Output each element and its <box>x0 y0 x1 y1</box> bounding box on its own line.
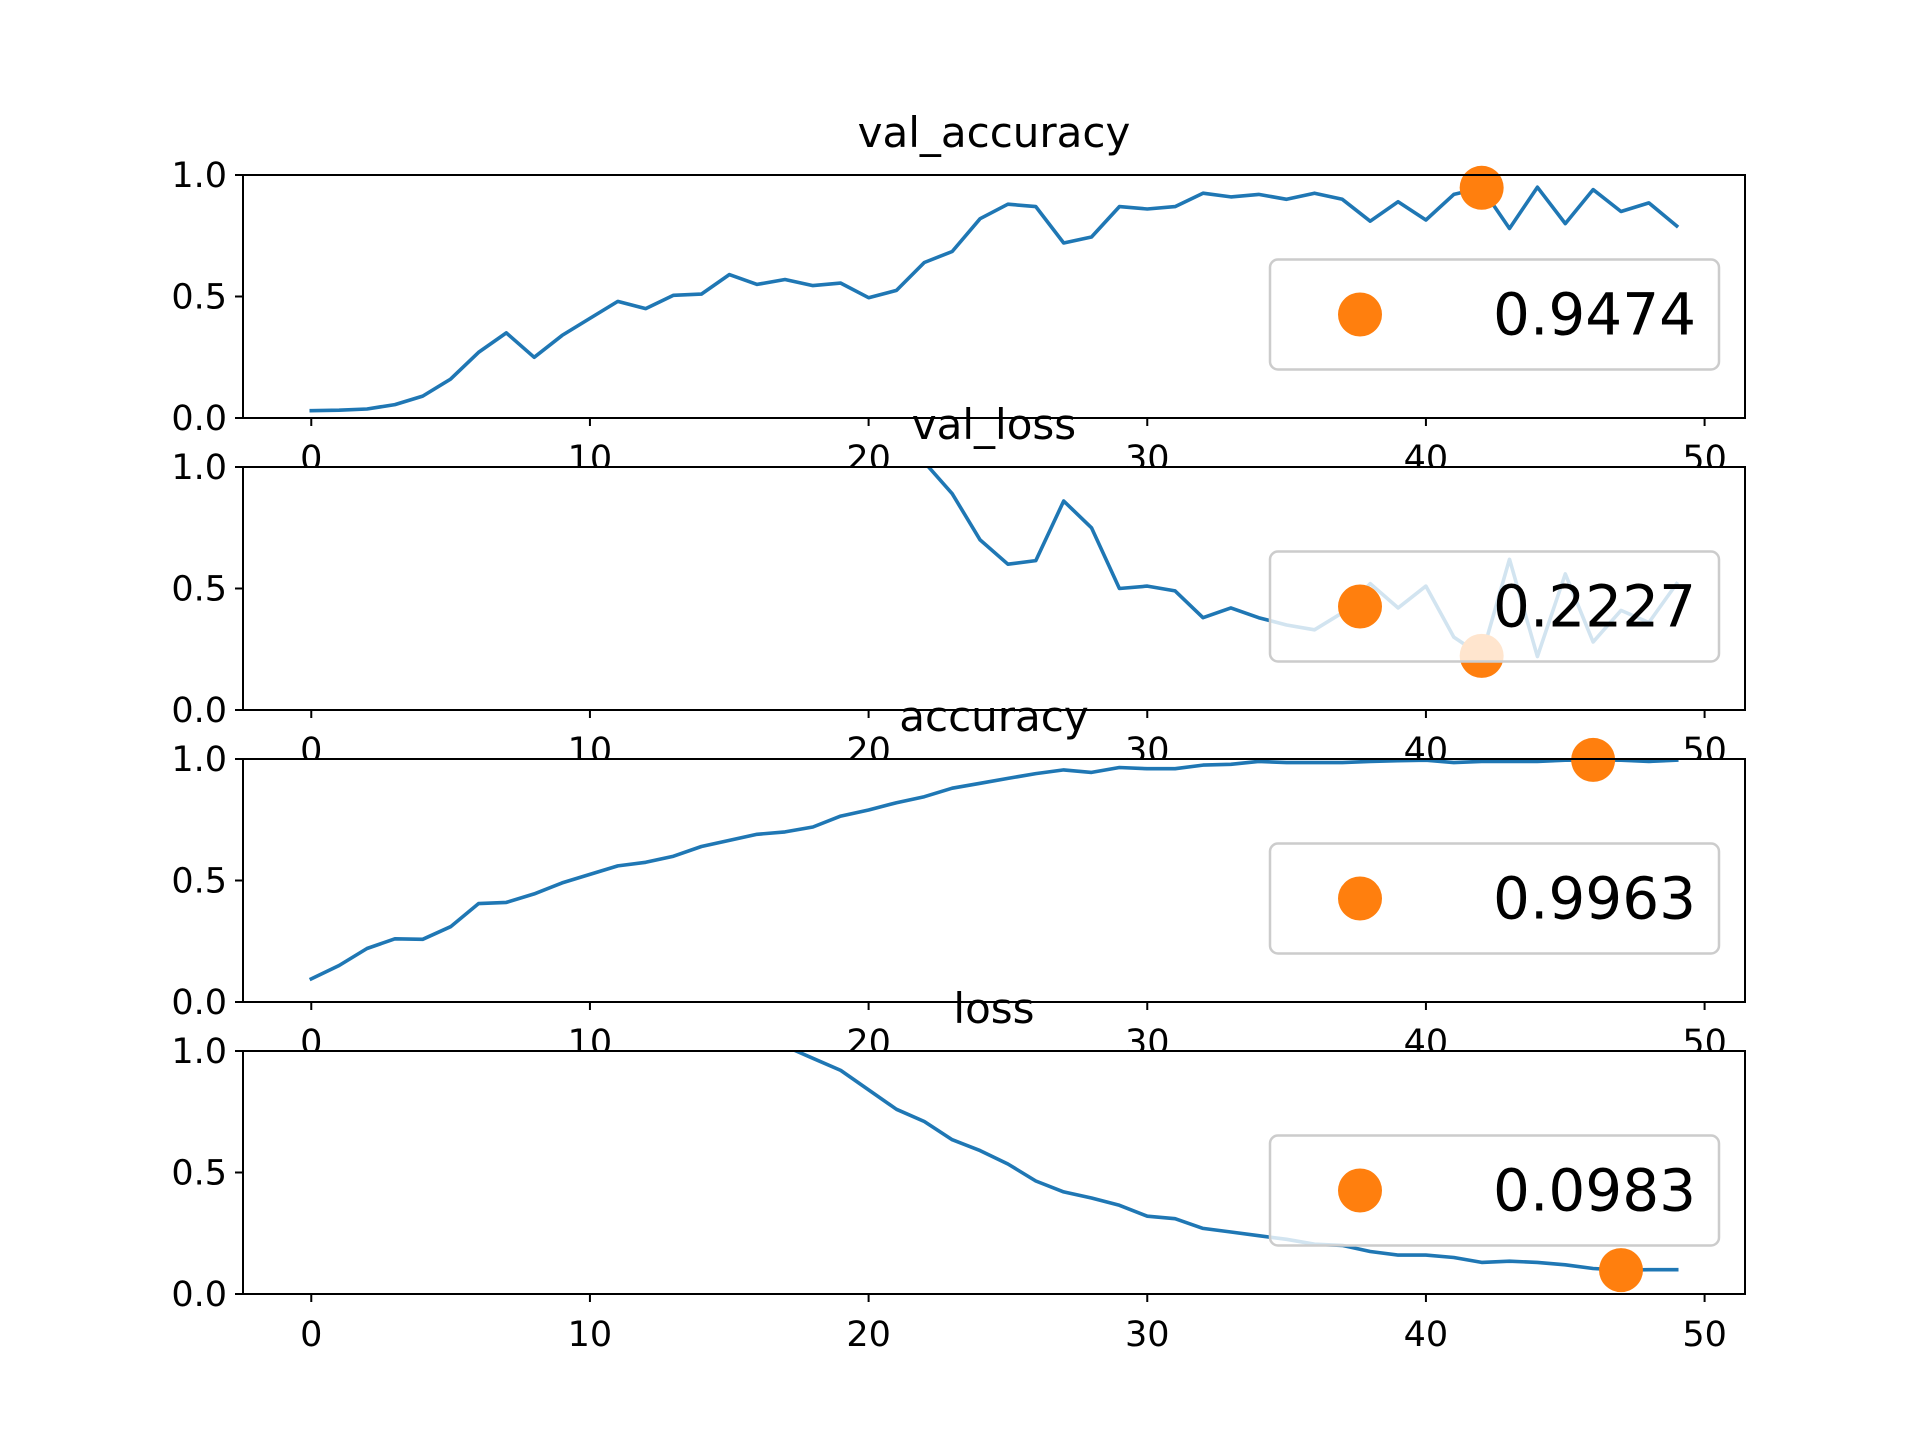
y-tick-label: 0.0 <box>171 1275 227 1315</box>
legend: 0.9474 <box>1268 258 1721 371</box>
series-line <box>791 1051 1679 1272</box>
subplot-title: loss <box>953 984 1034 1033</box>
y-tick-label: 0.5 <box>171 570 227 610</box>
y-tick-label: 1.0 <box>171 448 227 488</box>
legend-box <box>1268 258 1721 371</box>
legend-marker <box>1338 584 1382 629</box>
legend-box <box>1268 842 1721 955</box>
y-tick-label: 1.0 <box>171 1032 227 1072</box>
best-value-marker <box>1459 165 1504 210</box>
subplot-loss: 0.0 0.5 1.0 0 10 20 30 40 50 loss 0.0983 <box>171 984 1746 1355</box>
x-tick-label: 30 <box>1125 1315 1170 1355</box>
y-tick-label: 0.5 <box>171 862 227 902</box>
y-tick-label: 1.0 <box>171 156 227 196</box>
y-tick-label: 0.0 <box>171 399 227 439</box>
legend-marker <box>1338 876 1382 921</box>
best-value-marker <box>1598 1248 1643 1293</box>
y-tick-label: 0.5 <box>171 1154 227 1194</box>
subplot-title: val_accuracy <box>858 108 1131 157</box>
y-tick-label: 0.0 <box>171 691 227 731</box>
y-tick-label: 1.0 <box>171 740 227 780</box>
x-tick-label: 50 <box>1682 1315 1727 1355</box>
y-tick-label: 0.0 <box>171 983 227 1023</box>
x-tick-label: 40 <box>1404 1315 1449 1355</box>
legend: 0.0983 <box>1268 1134 1721 1247</box>
legend-label: 0.2227 <box>1493 573 1696 641</box>
legend-marker <box>1338 292 1382 337</box>
legend: 0.2227 <box>1268 550 1721 663</box>
subplot-title: val_loss <box>912 400 1076 449</box>
legend-label: 0.9963 <box>1493 865 1696 933</box>
series-line <box>309 185 1680 413</box>
x-tick-label: 10 <box>568 1315 613 1355</box>
legend-box <box>1268 550 1721 663</box>
x-tick-label: 0 <box>300 1315 322 1355</box>
subplot-title: accuracy <box>899 692 1089 741</box>
series-line <box>308 759 1679 982</box>
legend: 0.9963 <box>1268 842 1721 955</box>
y-tick-label: 0.5 <box>171 278 227 318</box>
x-tick-label: 20 <box>846 1315 891 1355</box>
legend-label: 0.9474 <box>1493 281 1696 349</box>
legend-label: 0.0983 <box>1493 1157 1696 1225</box>
legend-marker <box>1338 1168 1382 1213</box>
legend-box <box>1268 1134 1721 1247</box>
